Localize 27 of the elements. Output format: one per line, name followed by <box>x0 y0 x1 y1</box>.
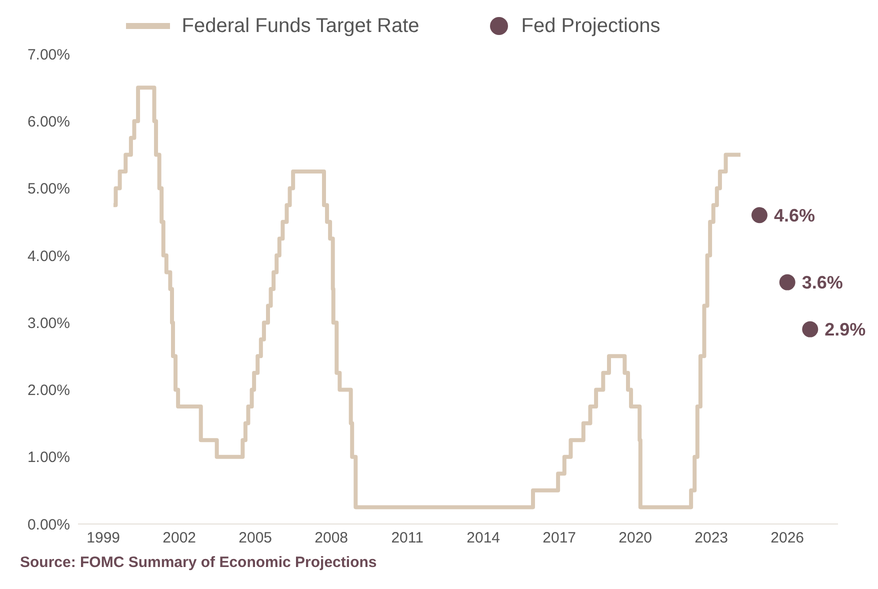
point <box>779 274 796 290</box>
x-tick-label: 1999 <box>86 530 120 547</box>
x-tick-label: 2014 <box>466 530 500 547</box>
x-tick-label: 2023 <box>694 530 728 547</box>
legend-label: Federal Funds Target Rate <box>182 14 420 38</box>
x-tick-label: 2026 <box>770 530 804 547</box>
data-label: 2.9% <box>824 320 866 340</box>
y-tick-label: 3.00% <box>27 314 70 332</box>
y-tick-label: 6.00% <box>27 113 70 130</box>
x-tick-label: 2017 <box>542 530 576 547</box>
x-tick-label: 2008 <box>314 530 348 547</box>
data-label: 4.6% <box>774 206 816 226</box>
x-tick-label: 2005 <box>238 530 272 547</box>
y-tick-label: 0.00% <box>27 516 70 534</box>
x-tick-label: 2020 <box>618 530 652 547</box>
data-label: 3.6% <box>802 272 843 293</box>
point <box>802 321 818 338</box>
source-note: Source: FOMC Summary of Economic Projections <box>19 554 378 571</box>
y-tick-label: 5.00% <box>27 180 70 198</box>
y-tick-label: 7.00% <box>27 46 70 64</box>
y-tick-label: 4.00% <box>27 248 70 265</box>
y-tick-label: 1.00% <box>27 449 70 466</box>
legend-label: Fed Projections <box>521 14 660 38</box>
point <box>751 207 768 224</box>
x-tick-label: 2002 <box>162 530 196 547</box>
x-tick-label: 2011 <box>391 530 424 547</box>
y-tick-label: 2.00% <box>27 382 70 400</box>
